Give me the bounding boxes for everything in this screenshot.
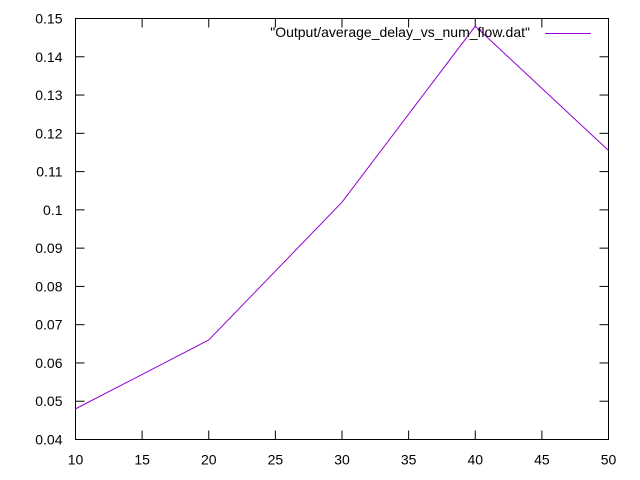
y-tick-label: 0.11	[36, 164, 62, 180]
x-tick-label: 30	[334, 452, 350, 468]
y-tick-label: 0.13	[35, 87, 62, 103]
legend-label: "Output/average_delay_vs_num_flow.dat"	[270, 24, 530, 40]
y-tick-label: 0.1	[43, 202, 63, 218]
y-tick-label: 0.05	[35, 393, 62, 409]
y-tick-label: 0.07	[35, 317, 62, 333]
legend: "Output/average_delay_vs_num_flow.dat"	[270, 24, 591, 40]
y-tick-label: 0.12	[35, 125, 62, 141]
x-tick-label: 40	[467, 452, 483, 468]
x-tick-label: 20	[201, 452, 217, 468]
y-tick-label: 0.08	[35, 278, 62, 294]
x-tick-label: 50	[601, 452, 617, 468]
series-layer	[75, 25, 609, 410]
y-tick-label: 0.09	[35, 240, 62, 256]
y-tick-label: 0.06	[35, 355, 62, 371]
x-tick-label: 35	[401, 452, 417, 468]
y-tick-label: 0.04	[35, 432, 62, 448]
series-line	[75, 25, 609, 410]
x-axis-ticks: 10 15 20 25 30 35 40 45 50	[68, 18, 617, 468]
x-tick-label: 25	[268, 452, 284, 468]
x-tick-label: 15	[134, 452, 150, 468]
x-tick-label: 10	[68, 452, 84, 468]
y-axis-ticks: 0.04 0.05 0.06 0.07 0.08 0.09 0.1 0.11 0.12 0.13 0…	[35, 11, 609, 448]
x-tick-label: 45	[534, 452, 550, 468]
y-tick-label: 0.14	[35, 49, 62, 65]
plot-frame	[75, 18, 609, 440]
y-tick-label: 0.15	[35, 11, 62, 27]
